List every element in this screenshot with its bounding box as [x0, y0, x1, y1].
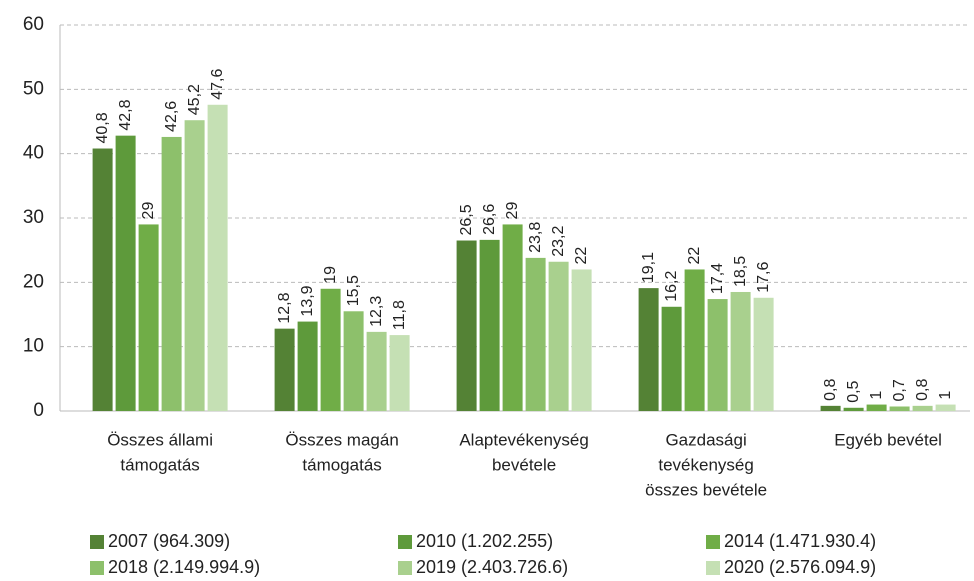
bar — [843, 407, 864, 411]
legend-swatch — [90, 535, 104, 549]
data-label: 23,2 — [550, 226, 567, 257]
bar — [753, 297, 774, 411]
bar — [184, 120, 205, 412]
data-label: 22 — [686, 247, 703, 265]
legend-label: 2018 (2.149.994.9) — [108, 557, 260, 577]
x-tick-label: összes bevétele — [645, 480, 767, 499]
legend-swatch — [398, 535, 412, 549]
y-tick-label: 60 — [23, 14, 44, 35]
bar — [525, 257, 546, 411]
bar — [389, 335, 410, 411]
x-tick-label: tevékenység — [658, 455, 753, 474]
data-label: 26,6 — [481, 204, 498, 235]
bar — [297, 321, 318, 411]
data-label: 45,2 — [186, 84, 203, 115]
x-tick-label: támogatás — [120, 455, 199, 474]
data-label: 17,4 — [709, 263, 726, 294]
legend-label: 2007 (964.309) — [108, 531, 230, 551]
data-label: 19 — [322, 266, 339, 284]
data-label: 12,8 — [276, 292, 293, 323]
x-tick-label: Gazdasági — [665, 430, 746, 449]
bar — [274, 328, 295, 411]
legend-swatch — [706, 535, 720, 549]
legend-swatch — [90, 561, 104, 575]
data-label: 0,7 — [891, 379, 908, 401]
data-label: 16,2 — [663, 271, 680, 302]
x-tick-label: Összes magán — [285, 430, 398, 449]
data-label: 17,6 — [755, 262, 772, 293]
data-label: 0,5 — [845, 380, 862, 402]
bar — [684, 269, 705, 411]
x-tick-label: Alaptevékenység — [459, 430, 588, 449]
bar — [207, 104, 228, 412]
data-label: 40,8 — [94, 112, 111, 143]
bar — [548, 261, 569, 411]
y-tick-label: 30 — [23, 207, 44, 228]
bar — [479, 239, 500, 411]
data-label: 22 — [573, 247, 590, 265]
y-tick-label: 20 — [23, 271, 44, 292]
x-tick-label: Összes állami — [107, 430, 213, 449]
bar — [366, 331, 387, 411]
bar — [866, 404, 887, 411]
x-tick-label: Egyéb bevétel — [834, 430, 942, 449]
x-tick-label: támogatás — [302, 455, 381, 474]
data-label: 13,9 — [299, 285, 316, 316]
data-label: 1 — [868, 391, 885, 400]
y-tick-label: 0 — [33, 400, 44, 421]
data-label: 18,5 — [732, 256, 749, 287]
bar — [935, 404, 956, 411]
data-label: 26,5 — [458, 204, 475, 235]
bar — [912, 405, 933, 411]
bar — [502, 224, 523, 411]
data-label: 0,8 — [914, 379, 931, 401]
y-tick-label: 40 — [23, 143, 44, 164]
bar — [707, 299, 728, 411]
legend-label: 2014 (1.471.930.4) — [724, 531, 876, 551]
data-label: 0,8 — [822, 379, 839, 401]
bar — [889, 406, 910, 411]
data-label: 15,5 — [345, 275, 362, 306]
bar — [92, 148, 113, 411]
data-label: 12,3 — [368, 296, 385, 327]
legend-label: 2010 (1.202.255) — [416, 531, 553, 551]
data-label: 29 — [504, 202, 521, 220]
x-tick-label: bevétele — [492, 455, 556, 474]
data-label: 11,8 — [391, 300, 408, 330]
data-label: 1 — [937, 391, 954, 400]
legend-label: 2020 (2.576.094.9) — [724, 557, 876, 577]
legend-label: 2019 (2.403.726.6) — [416, 557, 568, 577]
bar — [343, 311, 364, 411]
data-label: 29 — [140, 202, 157, 220]
data-label: 47,6 — [209, 69, 226, 100]
bar — [115, 135, 136, 412]
data-label: 19,1 — [640, 252, 657, 283]
bar — [571, 269, 592, 411]
y-tick-label: 10 — [23, 336, 44, 357]
bar — [820, 405, 841, 411]
data-label: 42,6 — [163, 101, 180, 132]
bar — [161, 136, 182, 411]
bar — [138, 224, 159, 411]
bar — [320, 288, 341, 411]
data-label: 23,8 — [527, 222, 544, 253]
data-label: 42,8 — [117, 99, 134, 130]
bar — [661, 306, 682, 411]
bar — [456, 240, 477, 411]
bar — [638, 288, 659, 411]
bar — [730, 291, 751, 411]
legend-swatch — [706, 561, 720, 575]
legend-swatch — [398, 561, 412, 575]
y-tick-label: 50 — [23, 78, 44, 99]
